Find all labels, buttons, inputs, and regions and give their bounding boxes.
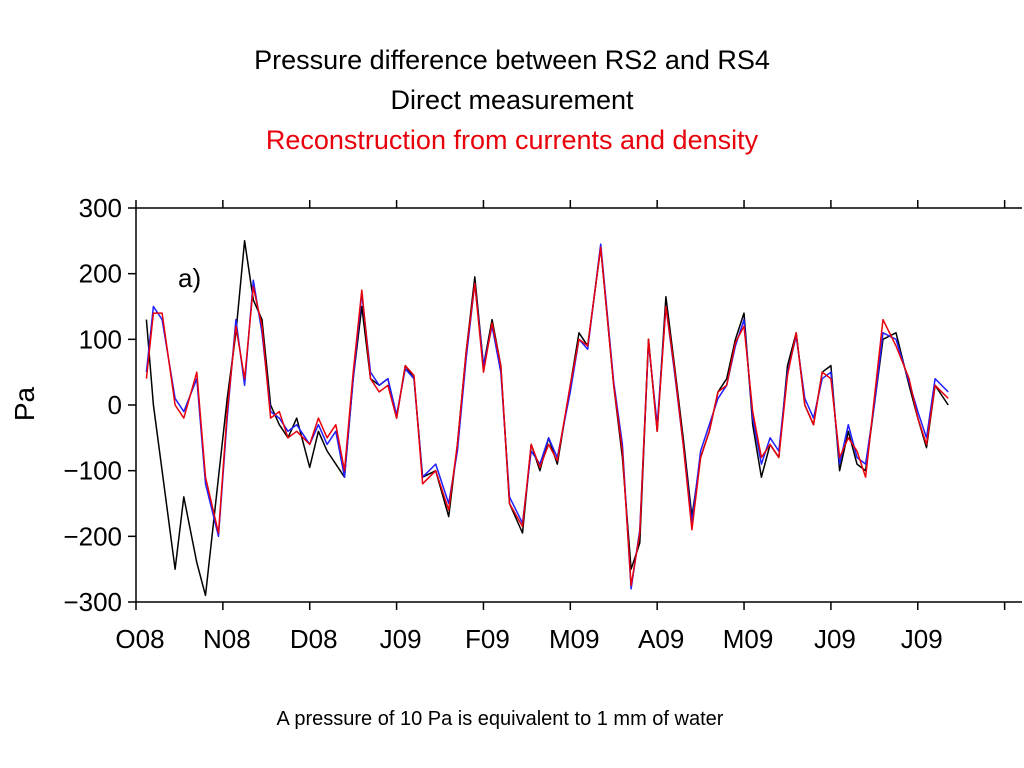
y-tick-label: 300: [79, 193, 122, 223]
title-line-2: Direct measurement: [390, 85, 634, 115]
series-line-measured: [145, 240, 949, 597]
x-tick-label: M09: [723, 624, 774, 654]
y-tick-label: −300: [63, 587, 122, 617]
line-chart: 300 200 100 0 −100 −200 −300 O08 N08 D08 J09 F09 M09…: [9, 193, 1022, 654]
y-tick-label: 0: [108, 390, 122, 420]
y-tick-label: −200: [63, 521, 122, 551]
chart-axes: 300 200 100 0 −100 −200 −300 O08 N08 D08 J09 F09 M09…: [63, 193, 1022, 654]
x-tick-label: F09: [465, 624, 510, 654]
panel-label: a): [178, 263, 201, 293]
x-tick-label: J09: [901, 624, 943, 654]
x-tick-label: J09: [814, 624, 856, 654]
y-tick-label: −100: [63, 456, 122, 486]
series-line-reconstruction_blue: [145, 243, 949, 590]
y-axis-label: Pa: [9, 386, 40, 421]
footnote: A pressure of 10 Pa is equivalent to 1 m…: [276, 708, 724, 730]
x-tick-label: N08: [203, 624, 251, 654]
chart-series-layer: [145, 240, 949, 597]
slide-titles: Pressure difference between RS2 and RS4 …: [0, 40, 1024, 160]
series-line-reconstruction_red: [145, 246, 949, 587]
x-tick-label: J09: [380, 624, 422, 654]
x-tick-label: A09: [638, 624, 684, 654]
y-tick-label: 100: [79, 324, 122, 354]
x-tick-label: O08: [115, 624, 164, 654]
title-line-1: Pressure difference between RS2 and RS4: [254, 45, 770, 75]
title-line-3: Reconstruction from currents and density: [265, 125, 759, 155]
x-tick-label: D08: [290, 624, 338, 654]
y-tick-label: 200: [79, 259, 122, 289]
x-tick-label: M09: [549, 624, 600, 654]
